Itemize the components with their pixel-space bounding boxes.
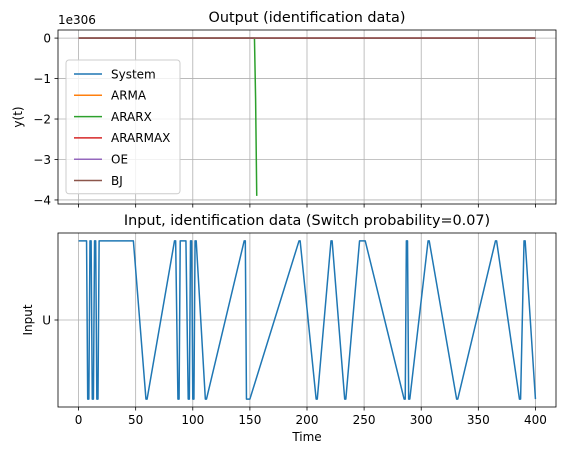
legend-label-oe: OE [111, 153, 128, 167]
input-x-axis-label: Time [291, 430, 321, 444]
input-x-tick-label: 150 [238, 413, 261, 427]
input-y-axis-label: Input [21, 304, 35, 335]
input-x-tick-label: 350 [467, 413, 490, 427]
input-x-tick-label: 100 [181, 413, 204, 427]
input-x-tick-label: 300 [410, 413, 433, 427]
output-y-tick-label: −3 [33, 153, 51, 167]
output-ticks: −4 −3 −2 −1 0 [33, 31, 536, 208]
output-axes: −4 −3 −2 −1 0 Output (identification data) 1… [11, 10, 557, 208]
output-lines [78, 37, 536, 196]
input-x-tick-label: 250 [353, 413, 376, 427]
input-axes: 0 50 100 150 200 250 300 350 400 U Input, identif… [21, 213, 557, 444]
input-x-tick-label: 200 [296, 413, 319, 427]
output-title: Output (identification data) [209, 10, 406, 26]
output-legend: System ARMA ARARX ARARMAX OE BJ [65, 59, 181, 195]
legend-label-arma: ARMA [111, 89, 147, 103]
output-y-axis-label: y(t) [11, 106, 25, 127]
legend-label-bj: BJ [111, 174, 123, 188]
output-y-tick-label: −1 [33, 72, 51, 86]
input-signal-line [78, 240, 537, 400]
output-y-tick-label: −2 [33, 112, 51, 126]
output-y-tick-label: −4 [33, 193, 51, 207]
input-x-tick-label: 0 [75, 413, 83, 427]
output-y-tick-label: 0 [43, 31, 51, 45]
legend-label-system: System [111, 67, 156, 81]
input-ticks: 0 50 100 150 200 250 300 350 400 U [42, 313, 547, 427]
input-x-tick-label: 50 [128, 413, 143, 427]
output-offset-text: 1e306 [58, 13, 96, 27]
legend-label-ararmax: ARARMAX [111, 131, 170, 145]
legend-box [65, 59, 181, 195]
input-title: Input, identification data (Switch proba… [124, 213, 490, 229]
legend-label-ararx: ARARX [111, 110, 152, 124]
input-x-tick-label: 400 [524, 413, 547, 427]
input-y-tick-label: U [42, 313, 51, 327]
input-lines [78, 240, 537, 400]
